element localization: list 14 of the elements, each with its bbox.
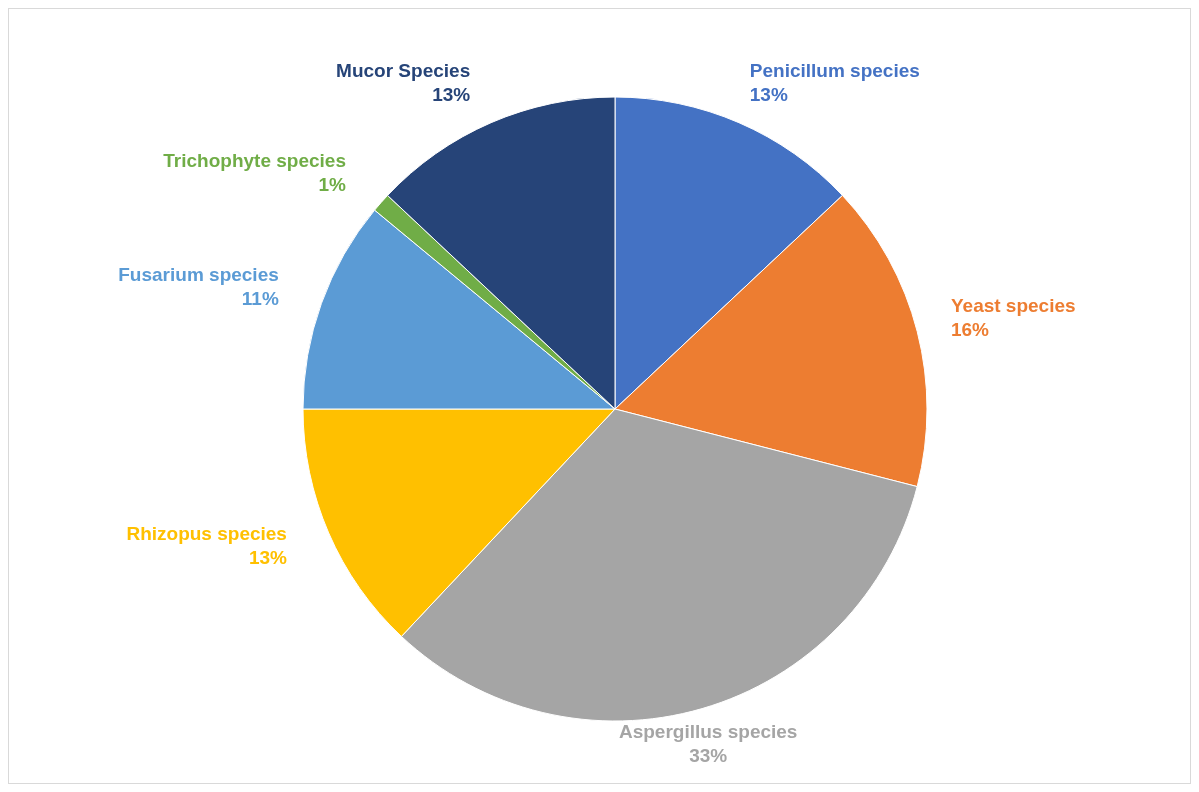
slice-label: Trichophyte species bbox=[163, 150, 346, 172]
data-label: 13% bbox=[432, 83, 471, 105]
data-label: 16% bbox=[950, 319, 990, 341]
data-label: 13% bbox=[248, 546, 288, 568]
slice-label: Penicillum species bbox=[749, 59, 920, 81]
slice-label: Fusarium species bbox=[118, 263, 279, 285]
data-label: 11% bbox=[241, 287, 279, 309]
data-label: 33% bbox=[689, 745, 728, 767]
slice-label: Aspergillus species bbox=[618, 721, 798, 743]
data-label: 13% bbox=[749, 83, 788, 105]
data-label: 1% bbox=[318, 174, 347, 196]
slice-label: Yeast species bbox=[950, 295, 1076, 317]
slice-label: Mucor Species bbox=[336, 59, 471, 81]
slice-label: Rhizopus species bbox=[126, 522, 287, 544]
